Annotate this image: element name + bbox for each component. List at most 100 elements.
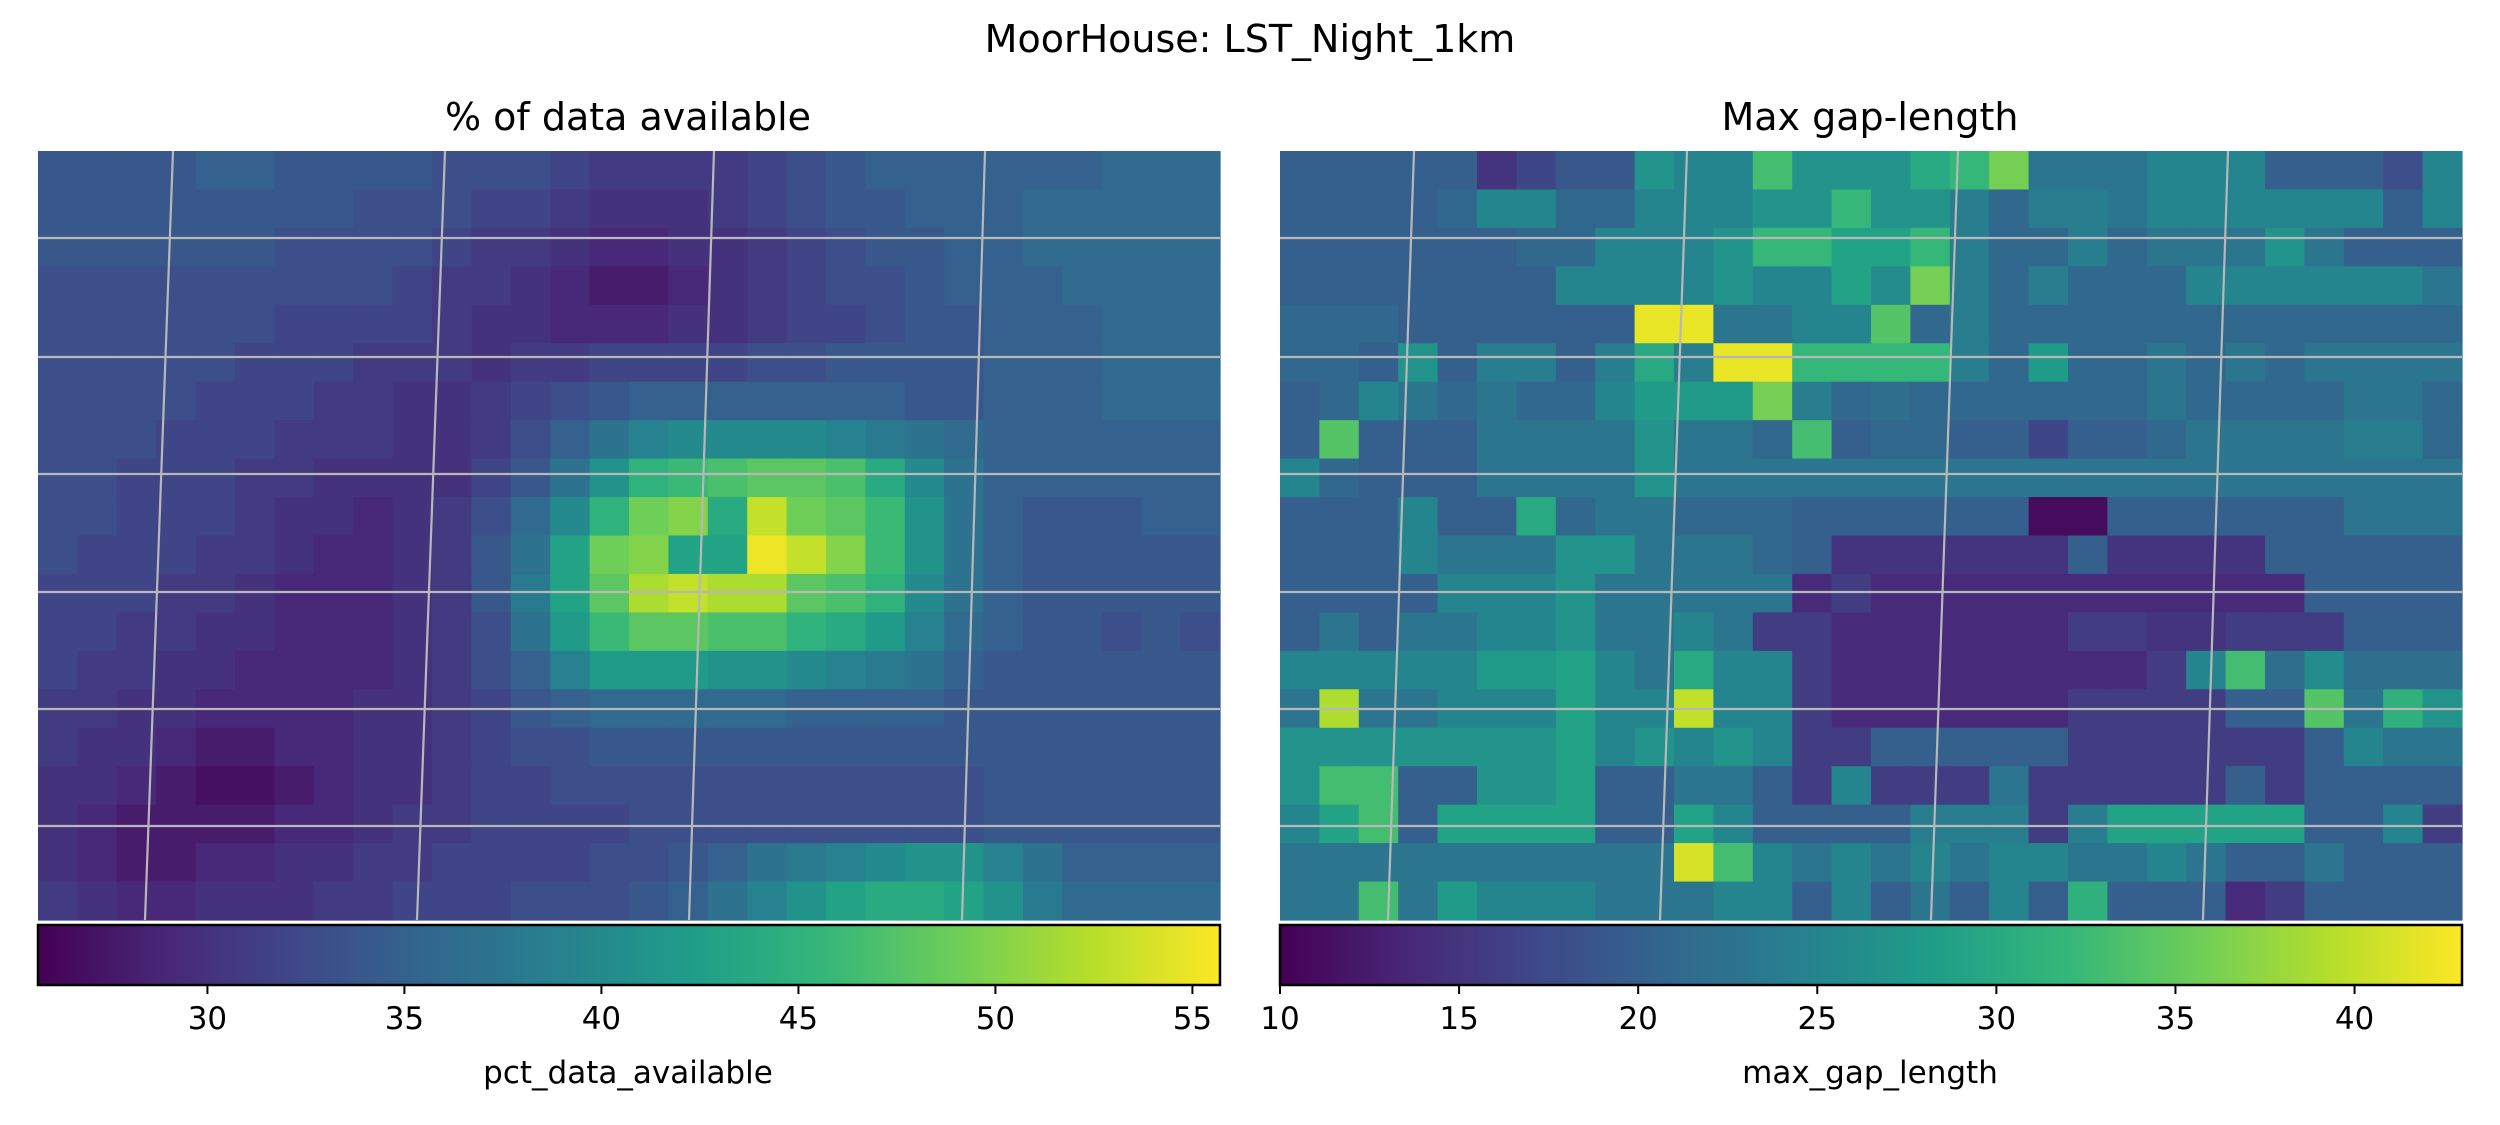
heatmap-cell [2186,343,2227,383]
heatmap-cell [2028,497,2069,537]
heatmap-cell [274,381,315,421]
heatmap-cell [1831,804,1872,844]
heatmap-cell [1674,535,1714,575]
heatmap-cell [1358,497,1399,537]
heatmap-cell [944,304,985,344]
heatmap-cell [1910,650,1951,690]
heatmap-cell [1180,727,1221,767]
heatmap-cell [156,727,197,767]
heatmap-cell [1319,151,1360,191]
heatmap-cell [471,804,512,844]
heatmap-cell [274,227,315,267]
heatmap-cell [2186,612,2227,652]
heatmap-cell [668,381,709,421]
heatmap-cell [1062,612,1103,652]
heatmap-cell [2068,804,2108,844]
heatmap-cell [471,343,512,383]
heatmap-cell [156,497,197,537]
heatmap-cell [1634,881,1675,921]
heatmap-cell [2422,151,2463,191]
heatmap-cell [1319,304,1360,344]
gridline-vertical [143,150,175,921]
heatmap-cell [77,881,118,921]
heatmap-cell [510,497,551,537]
heatmap-cell [1752,766,1793,806]
heatmap-cell [1437,804,1478,844]
heatmap-cell [2422,612,2463,652]
heatmap-cell [1634,304,1675,344]
heatmap-cell [77,304,118,344]
heatmap-cell [668,458,709,498]
heatmap-cell [1555,881,1596,921]
heatmap-cell [983,304,1024,344]
heatmap-cell [1280,458,1320,498]
heatmap-cell [353,573,394,613]
heatmap-cell [2107,535,2148,575]
heatmap-cell [2186,227,2227,267]
heatmap-cell [471,727,512,767]
heatmap-cell [116,266,157,306]
heatmap-cell [747,304,788,344]
heatmap-cell [550,458,591,498]
heatmap-cell [1989,535,2030,575]
heatmap-cell [235,804,275,844]
heatmap-cell [2265,343,2305,383]
heatmap-cell [1023,535,1063,575]
heatmap-cell [1910,266,1951,306]
heatmap-cell [2304,881,2345,921]
heatmap-cell [1831,227,1872,267]
heatmap-cell [432,727,472,767]
heatmap-cell [1595,535,1636,575]
heatmap-cell [629,497,669,537]
heatmap-cell [786,573,827,613]
heatmap-cell [1871,727,1911,767]
heatmap-cell [471,573,512,613]
heatmap-cell [1516,804,1557,844]
heatmap-cell [1516,343,1557,383]
heatmap-cell [116,343,157,383]
heatmap-cell [550,381,591,421]
heatmap-cell [1752,189,1793,229]
heatmap-cell [826,843,866,883]
heatmap-cell [77,458,118,498]
heatmap-cell [786,612,827,652]
heatmap-cell [589,227,630,267]
heatmap-cell [2225,766,2266,806]
heatmap-cell [944,535,985,575]
heatmap-cell [629,420,669,460]
heatmap-cell [2107,804,2148,844]
heatmap-cell [786,535,827,575]
heatmap-cell [1358,189,1399,229]
heatmap-cell [1398,151,1439,191]
heatmap-cell [1398,843,1439,883]
heatmap-cell [1792,189,1833,229]
heatmap-cell [1674,843,1714,883]
heatmap-cell [1713,458,1754,498]
heatmap-cell [1180,766,1221,806]
heatmap-cell [38,612,78,652]
heatmap-cell [38,458,78,498]
heatmap-cell [904,766,945,806]
heatmap-cell [2146,458,2187,498]
heatmap-cell [1180,804,1221,844]
heatmap-cell [2383,497,2424,537]
heatmap-cell [77,497,118,537]
heatmap-cell [274,612,315,652]
heatmap-cell [195,612,236,652]
heatmap-cell [274,727,315,767]
heatmap-cell [77,727,118,767]
heatmap-cell [2383,381,2424,421]
heatmap-cell [2107,497,2148,537]
heatmap-cell [116,227,157,267]
heatmap-cell [510,727,551,767]
heatmap-cell [235,189,275,229]
heatmap-cell [2304,266,2345,306]
heatmap-cell [707,420,748,460]
heatmap-cell [77,843,118,883]
heatmap-cell [1101,458,1142,498]
heatmap-cell [707,227,748,267]
heatmap-cell [2225,304,2266,344]
heatmap-cell [2028,189,2069,229]
heatmap-cell [1280,497,1320,537]
heatmap-cell [983,227,1024,267]
